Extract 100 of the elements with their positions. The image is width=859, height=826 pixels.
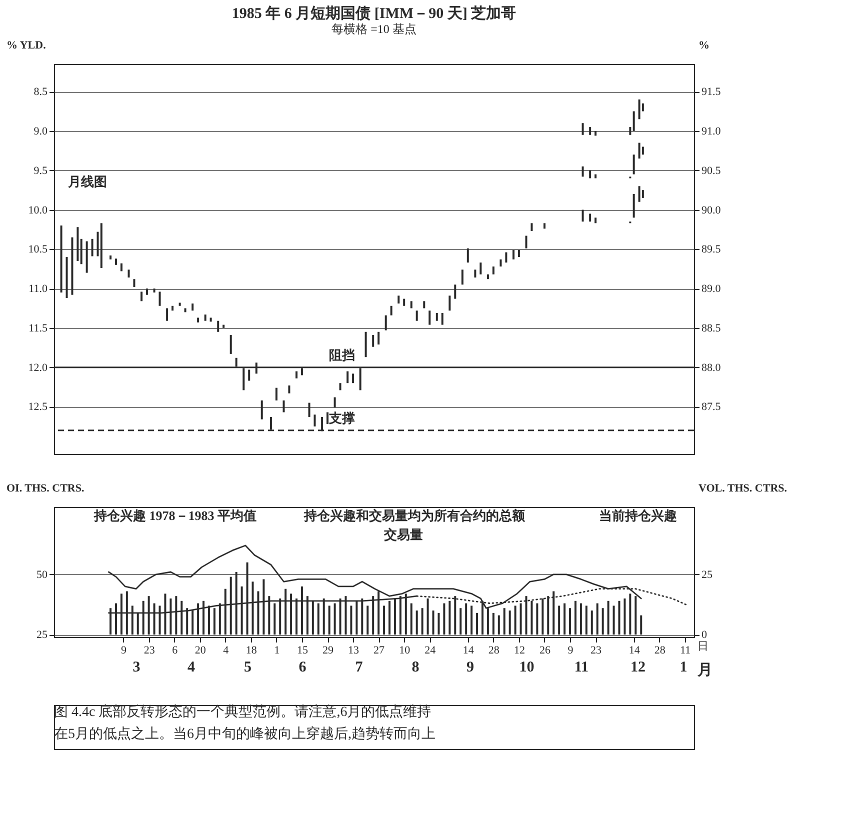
y-tick-label: 12.0 [28,362,48,374]
bar [146,288,148,295]
y2-tick-label: 91.5 [702,86,722,98]
bar [314,414,316,426]
y-tick-label: 50 [36,568,48,581]
bar [217,320,220,332]
bar [120,263,122,272]
x2-tick-label: 12 [630,660,646,676]
bar [91,238,94,256]
bar [466,248,469,263]
ref-line-label: 支撑 [328,410,355,426]
x-tick-label: 11 [680,644,691,656]
bar [585,606,588,635]
bar [564,603,566,635]
x2-tick-label: 7 [355,660,364,676]
bar [503,608,506,635]
bar [366,606,369,635]
y-tick-label: 11.5 [28,322,48,334]
bar [629,594,632,635]
bar [60,226,62,292]
bar [492,612,494,635]
bar [423,301,426,308]
y-tick-label: 11.0 [28,283,48,296]
bar [364,332,367,358]
bar [607,600,610,635]
y-tick-label: 8.5 [34,86,48,98]
bar [443,603,446,635]
bar [334,603,336,635]
x-tick-label: 12 [514,644,525,656]
bar [498,615,500,635]
bar [384,315,387,330]
bar [518,250,520,258]
bar [441,312,444,325]
bar [421,608,424,635]
y-tick-label: 10.0 [28,204,48,216]
x-tick-label: 18 [246,644,258,656]
bar [642,190,644,198]
annotation: 月线图 [67,174,107,189]
y-tick-label: 12.5 [28,401,48,414]
bar [192,304,194,311]
x2-tick-label: 9 [466,660,474,676]
bar [288,385,290,394]
y2-tick-label: 89.5 [702,244,722,256]
bar [589,127,592,135]
y2-tick-label: 0 [702,629,708,642]
bar [512,250,514,260]
annotation: 当前持仓兴趣 [599,508,677,523]
x-tick-label: 9 [121,644,128,656]
bar [525,236,528,248]
bar [632,111,635,131]
y2-tick-label: 87.5 [702,401,722,414]
bar [638,186,640,202]
bar [448,600,451,635]
bar [296,371,298,378]
annotation: 持仓兴趣和交易量均为所有合约的总额 [303,508,526,523]
x-axis-title: 日 [698,640,708,652]
bar [416,610,418,635]
bar [204,314,206,321]
bar [640,615,642,635]
bar [432,610,434,635]
bar [334,397,336,408]
x-tick-label: 20 [194,644,206,656]
x-tick-label: 28 [654,644,666,656]
bar [589,170,592,178]
bar [410,301,412,308]
bar [133,279,136,287]
bar [543,223,546,229]
bar [346,371,349,384]
bar [260,400,263,420]
x2-axis-title: 月 [696,662,712,678]
x-tick-label: 15 [296,644,308,656]
bar [508,610,511,635]
bar [339,383,342,390]
bar [110,255,112,260]
bar [574,600,576,635]
bar [390,306,392,316]
bar [602,608,604,635]
bar [350,606,352,635]
y-axis-title: OI. THS. CTRS. [6,482,84,494]
bar [372,335,374,347]
x-tick-label: 13 [348,644,360,656]
bar [76,227,79,261]
bar [536,603,538,635]
y-axis-title: % YLD. [6,40,46,52]
bar [282,400,285,412]
bar [590,610,593,635]
x-tick-label: 24 [424,644,436,656]
y2-tick-label: 88.0 [702,362,722,374]
bar [210,318,212,322]
bar [178,302,181,306]
x-tick-label: 28 [488,644,500,656]
x2-tick-label: 5 [244,660,252,676]
bar [582,166,584,177]
x-tick-label: 27 [374,644,386,656]
bar [80,238,82,264]
y2-tick-label: 90.0 [702,204,722,216]
bar [530,223,533,232]
y2-tick-label: 91.0 [702,125,722,138]
bar [383,606,386,635]
bar [624,598,626,635]
